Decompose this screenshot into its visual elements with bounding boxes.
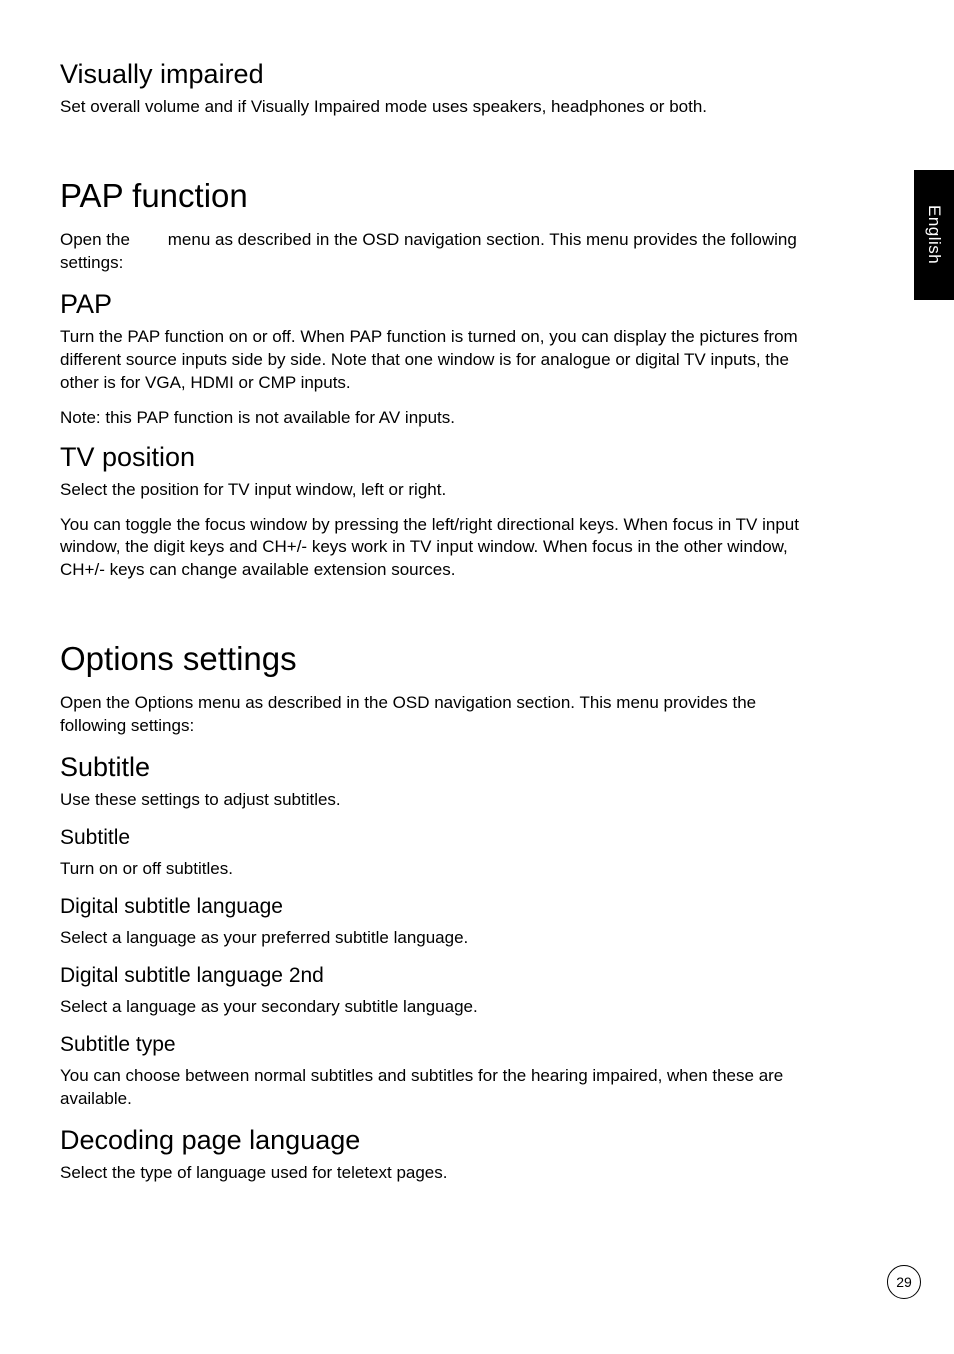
body-digital-lang: Select a language as your preferred subt… [60, 927, 810, 950]
heading-options-settings: Options settings [60, 640, 810, 678]
body-visually-impaired: Set overall volume and if Visually Impai… [60, 96, 810, 119]
page-number-badge: 29 [887, 1265, 921, 1299]
heading-subtitle-type: Subtitle type [60, 1033, 810, 1057]
body-tv-position-2: You can toggle the focus window by press… [60, 514, 810, 583]
language-side-tab: English [914, 170, 954, 300]
heading-pap-function: PAP function [60, 177, 810, 215]
body-subtitle: Use these settings to adjust subtitles. [60, 789, 810, 812]
body-digital-lang-2nd: Select a language as your secondary subt… [60, 996, 810, 1019]
language-side-tab-label: English [924, 205, 944, 264]
heading-subtitle: Subtitle [60, 752, 810, 783]
body-decoding-page-language: Select the type of language used for tel… [60, 1162, 810, 1185]
heading-tv-position: TV position [60, 442, 810, 473]
heading-digital-lang: Digital subtitle language [60, 895, 810, 919]
pap-intro-pre: Open the [60, 230, 135, 249]
body-pap-1: Turn the PAP function on or off. When PA… [60, 326, 810, 395]
heading-subtitle-sub: Subtitle [60, 826, 810, 850]
page-number: 29 [896, 1274, 912, 1290]
body-tv-position-1: Select the position for TV input window,… [60, 479, 810, 502]
page-content: Visually impaired Set overall volume and… [0, 0, 870, 1185]
body-subtitle-type: You can choose between normal subtitles … [60, 1065, 810, 1111]
pap-intro-gap [135, 230, 163, 249]
pap-intro-post: menu as described in the OSD navigation … [60, 230, 797, 272]
body-pap-2: Note: this PAP function is not available… [60, 407, 810, 430]
body-options-intro: Open the Options menu as described in th… [60, 692, 810, 738]
heading-digital-lang-2nd: Digital subtitle language 2nd [60, 964, 810, 988]
body-pap-function-intro: Open the menu as described in the OSD na… [60, 229, 810, 275]
heading-pap: PAP [60, 289, 810, 320]
heading-visually-impaired: Visually impaired [60, 59, 810, 90]
body-subtitle-sub: Turn on or off subtitles. [60, 858, 810, 881]
heading-decoding-page-language: Decoding page language [60, 1125, 810, 1156]
